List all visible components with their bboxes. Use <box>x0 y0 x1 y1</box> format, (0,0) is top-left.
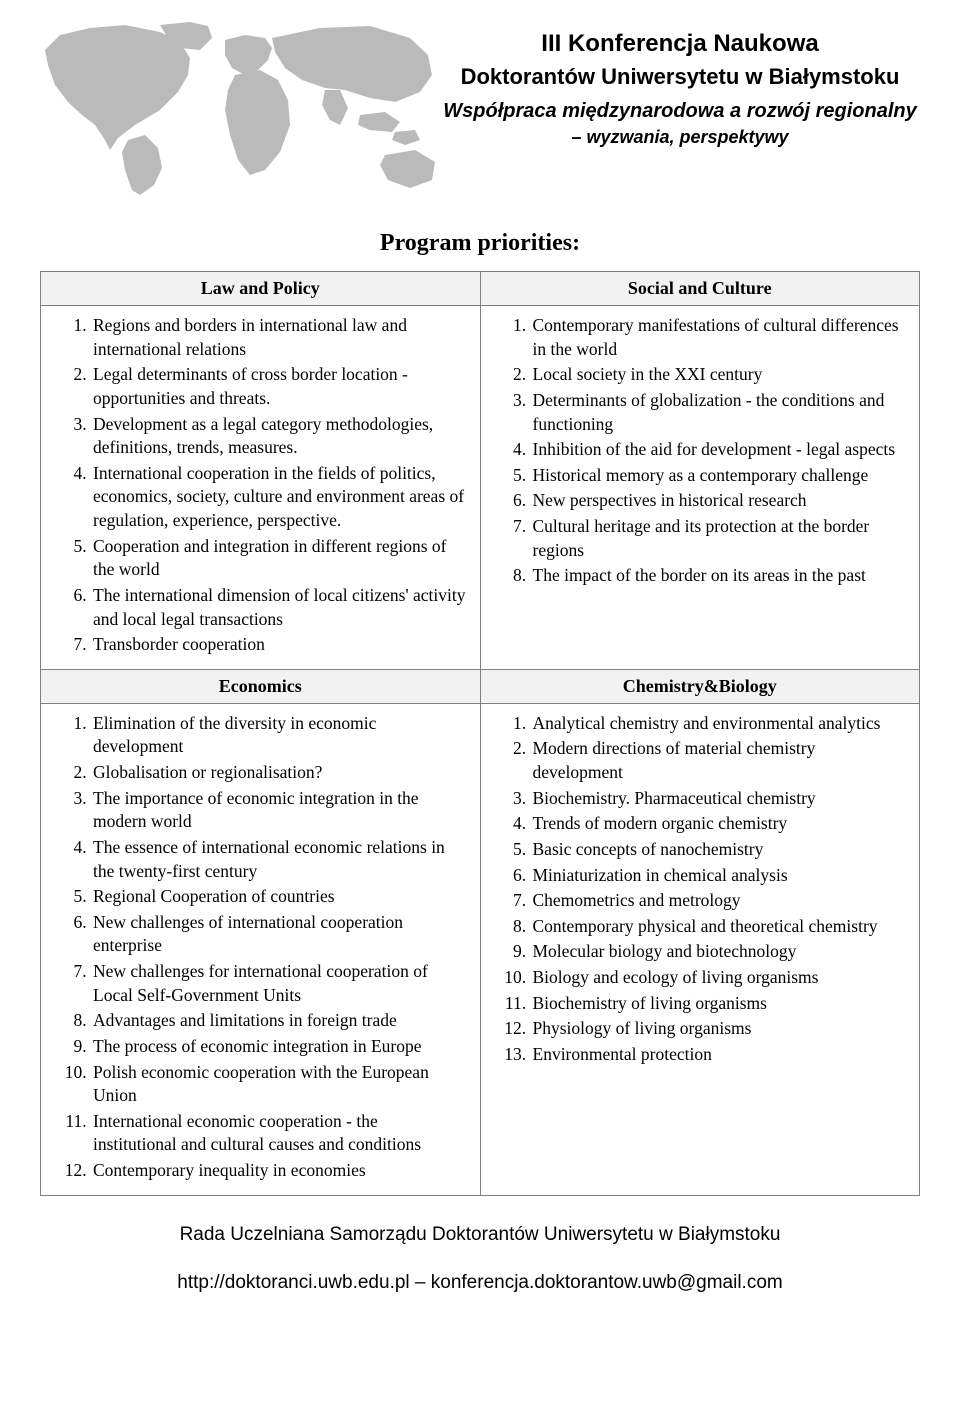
list-item: Local society in the XXI century <box>531 363 906 387</box>
list-item: Cooperation and integration in different… <box>91 535 466 582</box>
list-item: The essence of international economic re… <box>91 836 466 883</box>
list-chemistry: Analytical chemistry and environmental a… <box>495 712 906 1067</box>
list-item: International economic cooperation - the… <box>91 1110 466 1157</box>
list-item: New perspectives in historical research <box>531 489 906 513</box>
priorities-table: Law and Policy Social and Culture Region… <box>40 271 920 1196</box>
list-item: Inhibition of the aid for development - … <box>531 438 906 462</box>
col-header-chemistry: Chemistry&Biology <box>480 669 920 703</box>
list-item: Contemporary manifestations of cultural … <box>531 314 906 361</box>
list-economics: Elimination of the diversity in economic… <box>55 712 466 1183</box>
conference-subtitle-2: – wyzwania, perspektywy <box>440 127 920 148</box>
list-item: The impact of the border on its areas in… <box>531 564 906 588</box>
list-item: Regional Cooperation of countries <box>91 885 466 909</box>
footer-org: Rada Uczelniana Samorządu Doktorantów Un… <box>40 1224 920 1246</box>
list-item: The international dimension of local cit… <box>91 584 466 631</box>
footer-contact: http://doktoranci.uwb.edu.pl – konferenc… <box>40 1272 920 1294</box>
list-item: Molecular biology and biotechnology <box>531 940 906 964</box>
conference-title-1: III Konferencja Naukowa <box>440 30 920 58</box>
list-item: Elimination of the diversity in economic… <box>91 712 466 759</box>
list-item: Globalisation or regionalisation? <box>91 761 466 785</box>
list-item: Legal determinants of cross border locat… <box>91 363 466 410</box>
col-header-economics: Economics <box>41 669 481 703</box>
cell-social: Contemporary manifestations of cultural … <box>480 306 920 670</box>
list-item: Contemporary inequality in economies <box>91 1159 466 1183</box>
list-item: Historical memory as a contemporary chal… <box>531 464 906 488</box>
list-item: Advantages and limitations in foreign tr… <box>91 1009 466 1033</box>
list-item: New challenges of international cooperat… <box>91 911 466 958</box>
list-item: Analytical chemistry and environmental a… <box>531 712 906 736</box>
list-item: Regions and borders in international law… <box>91 314 466 361</box>
cell-economics: Elimination of the diversity in economic… <box>41 703 481 1195</box>
conference-title-2: Doktorantów Uniwersytetu w Białymstoku <box>440 64 920 90</box>
list-item: Basic concepts of nanochemistry <box>531 838 906 862</box>
section-title: Program priorities: <box>40 230 920 257</box>
list-law: Regions and borders in international law… <box>55 314 466 657</box>
list-item: The importance of economic integration i… <box>91 787 466 834</box>
list-item: Chemometrics and metrology <box>531 889 906 913</box>
list-item: Trends of modern organic chemistry <box>531 812 906 836</box>
list-item: Miniaturization in chemical analysis <box>531 864 906 888</box>
list-item: Polish economic cooperation with the Eur… <box>91 1061 466 1108</box>
list-item: Biochemistry of living organisms <box>531 992 906 1016</box>
header-row: III Konferencja Naukowa Doktorantów Uniw… <box>40 20 920 200</box>
col-header-law: Law and Policy <box>41 272 481 306</box>
list-item: Transborder cooperation <box>91 633 466 657</box>
list-item: Biology and ecology of living organisms <box>531 966 906 990</box>
list-item: Contemporary physical and theoretical ch… <box>531 915 906 939</box>
conference-subtitle-1: Współpraca międzynarodowa a rozwój regio… <box>440 100 920 123</box>
list-item: Cultural heritage and its protection at … <box>531 515 906 562</box>
list-item: Modern directions of material chemistry … <box>531 737 906 784</box>
list-item: New challenges for international coopera… <box>91 960 466 1007</box>
list-item: Determinants of globalization - the cond… <box>531 389 906 436</box>
cell-law: Regions and borders in international law… <box>41 306 481 670</box>
world-map-icon <box>40 20 440 200</box>
footer: Rada Uczelniana Samorządu Doktorantów Un… <box>40 1224 920 1294</box>
list-item: Environmental protection <box>531 1043 906 1067</box>
list-social: Contemporary manifestations of cultural … <box>495 314 906 588</box>
cell-chemistry: Analytical chemistry and environmental a… <box>480 703 920 1195</box>
list-item: Biochemistry. Pharmaceutical chemistry <box>531 787 906 811</box>
list-item: Physiology of living organisms <box>531 1017 906 1041</box>
col-header-social: Social and Culture <box>480 272 920 306</box>
list-item: The process of economic integration in E… <box>91 1035 466 1059</box>
list-item: Development as a legal category methodol… <box>91 413 466 460</box>
list-item: International cooperation in the fields … <box>91 462 466 533</box>
header-titles: III Konferencja Naukowa Doktorantów Uniw… <box>440 20 920 148</box>
